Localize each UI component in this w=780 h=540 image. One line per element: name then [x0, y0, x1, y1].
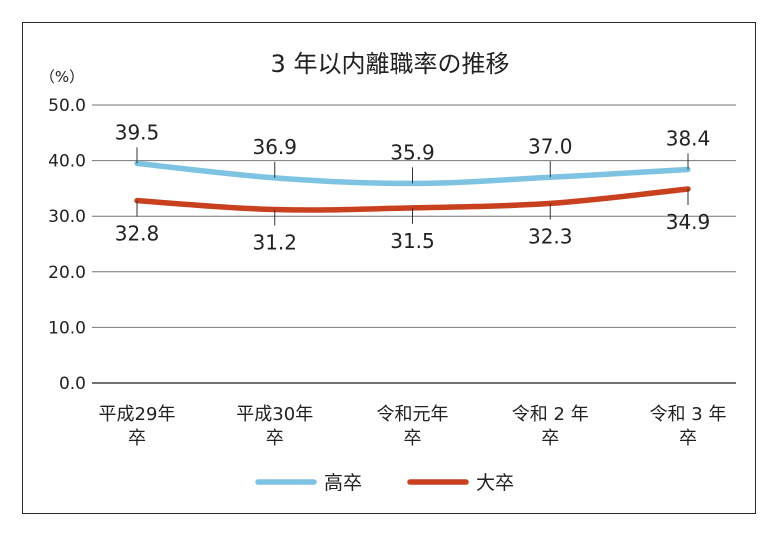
y-tick-label: 40.0	[48, 152, 86, 172]
data-label: 36.9	[252, 135, 297, 159]
gridlines	[92, 104, 736, 384]
data-label: 31.5	[390, 229, 435, 253]
x-category-label: 卒	[679, 428, 697, 449]
y-tick-labels: 0.0 10.0 20.0 30.0 40.0 50.0	[48, 96, 86, 394]
x-category-label: 卒	[541, 428, 559, 449]
data-label: 31.2	[252, 231, 297, 255]
series-line-daigaku	[134, 186, 691, 213]
x-category-label: 令和元年	[377, 404, 449, 425]
x-category-label: 卒	[266, 428, 284, 449]
data-label: 37.0	[528, 134, 573, 158]
x-category-label: 卒	[404, 428, 422, 449]
x-category-label: 卒	[128, 428, 146, 449]
legend: 高卒 大卒	[255, 472, 514, 494]
y-tick-label: 30.0	[48, 207, 86, 227]
y-tick-label: 0.0	[59, 374, 86, 394]
data-label: 39.5	[115, 120, 160, 144]
chart-frame	[22, 22, 756, 514]
data-label: 32.3	[528, 224, 573, 248]
legend-label: 高卒	[324, 472, 362, 494]
y-unit-label: （%）	[40, 68, 84, 86]
x-category-label: 平成30年	[236, 404, 313, 425]
chart-title: 3 年以内離職率の推移	[271, 50, 510, 78]
x-category-label: 平成29年	[99, 404, 176, 425]
data-label: 35.9	[390, 140, 435, 164]
data-labels: 39.5 36.9 35.9 37.0 38.4 32.8 31.2 31.5 32.3 34.9	[115, 120, 711, 254]
x-category-label: 令和 3 年	[650, 404, 727, 425]
x-category-label: 令和 2 年	[512, 404, 589, 425]
data-label: 34.9	[666, 210, 711, 234]
y-tick-label: 50.0	[48, 96, 86, 116]
data-label: 38.4	[666, 126, 711, 150]
y-tick-label: 20.0	[48, 263, 86, 283]
data-label: 32.8	[115, 222, 160, 246]
y-tick-label: 10.0	[48, 318, 86, 338]
legend-label: 大卒	[476, 472, 514, 494]
